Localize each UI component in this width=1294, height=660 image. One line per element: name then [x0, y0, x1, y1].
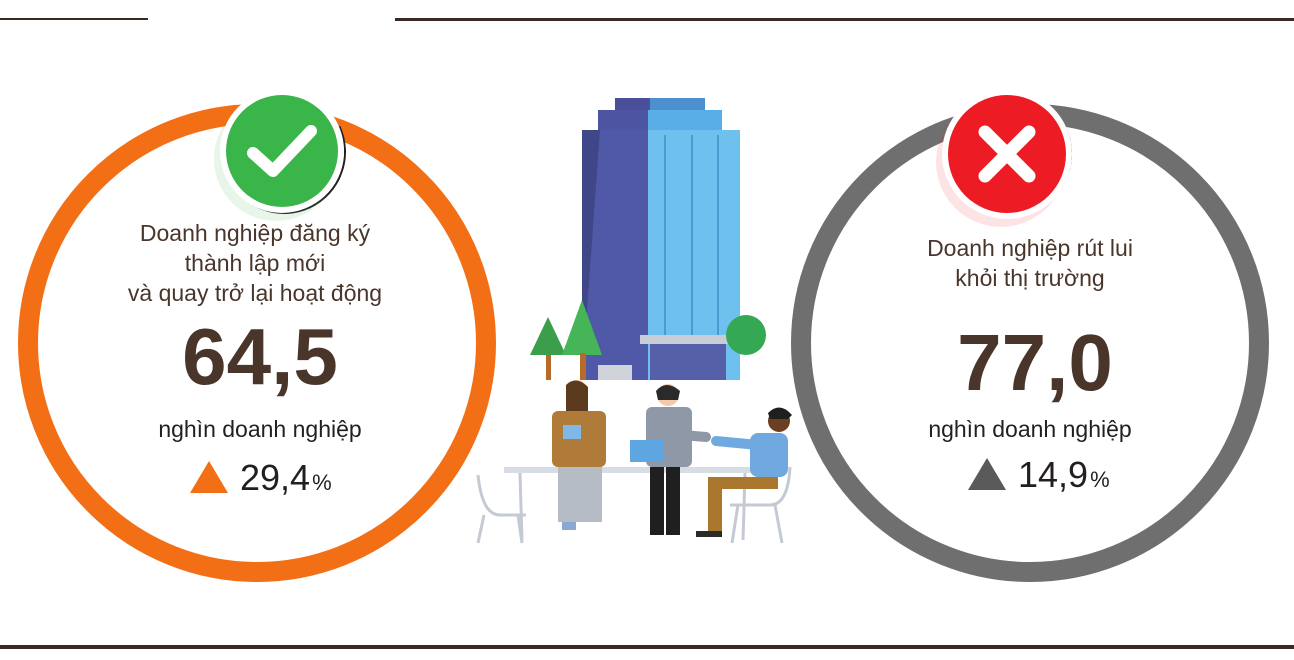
new-businesses-caption: Doanh nghiệp đăng ký thành lập mới và qu…: [80, 218, 430, 308]
change-unit: %: [312, 470, 332, 495]
new-businesses-value: 64,5: [182, 312, 338, 401]
new-businesses-change: 29,4 %: [190, 458, 332, 498]
exited-businesses-change: 14,9 %: [968, 455, 1110, 495]
change-unit: %: [1090, 467, 1110, 492]
top-divider-left: [0, 18, 148, 20]
new-businesses-unit: nghìn doanh nghiệp: [158, 416, 362, 442]
caption-line: Doanh nghiệp đăng ký: [139, 220, 371, 246]
caption-line: và quay trở lại hoạt động: [127, 280, 383, 306]
caption-line: Doanh nghiệp rút lui: [927, 235, 1133, 261]
office-building-handshake-illustration: [470, 95, 800, 545]
illustration-svg: [476, 98, 792, 544]
bottom-divider: [0, 645, 1294, 649]
top-divider-right: [395, 18, 1294, 21]
change-value: 29,4: [240, 457, 311, 498]
exited-businesses-unit: nghìn doanh nghiệp: [928, 416, 1132, 442]
up-triangle-icon: [968, 458, 1006, 490]
exited-businesses-caption: Doanh nghiệp rút lui khỏi thị trường: [860, 233, 1200, 293]
caption-line: khỏi thị trường: [955, 265, 1105, 291]
up-triangle-icon: [190, 461, 228, 493]
change-value: 14,9: [1018, 454, 1089, 495]
exited-businesses-value: 77,0: [957, 318, 1113, 407]
caption-line: thành lập mới: [184, 250, 326, 276]
check-icon: [226, 95, 338, 207]
cross-icon: [948, 95, 1066, 213]
